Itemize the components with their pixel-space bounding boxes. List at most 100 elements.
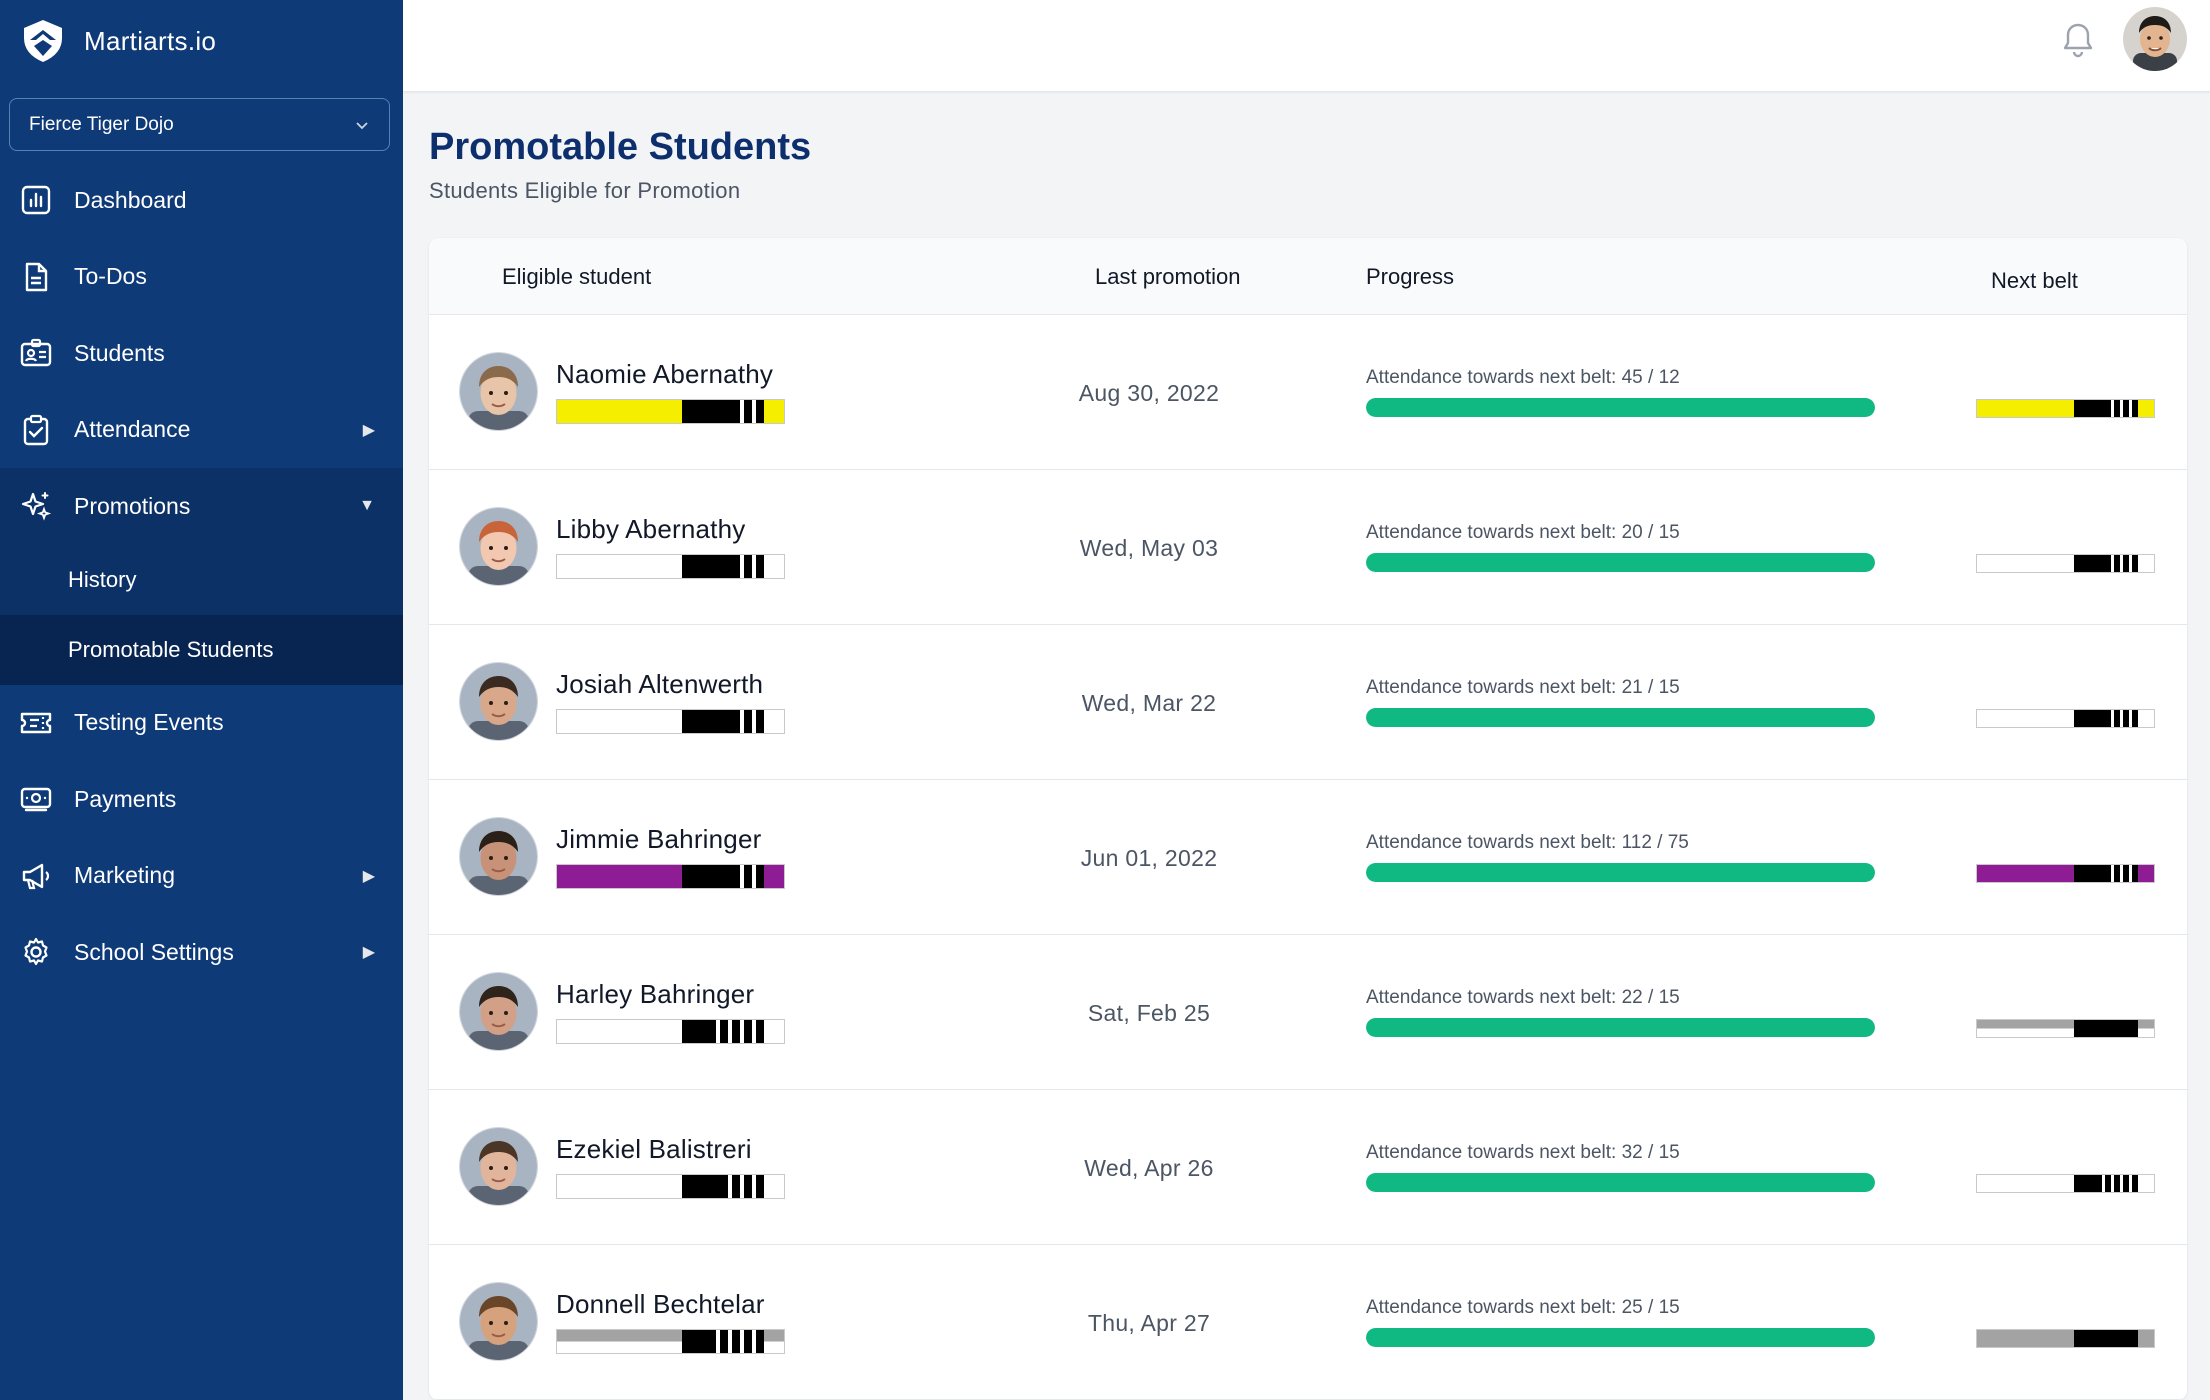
belt-tip-bar: [682, 400, 764, 423]
progress-bar-fill: [1366, 863, 1875, 882]
student-avatar[interactable]: [460, 353, 537, 430]
cash-icon: [19, 782, 53, 816]
progress-bar: [1366, 863, 1875, 882]
sidebar-item-payments[interactable]: Payments: [0, 761, 403, 838]
progress-bar-fill: [1366, 1173, 1875, 1192]
current-belt: [556, 709, 785, 734]
next-belt: [1976, 864, 2155, 883]
sidebar-subitem-history[interactable]: History: [0, 544, 403, 615]
student-name[interactable]: Naomie Abernathy: [556, 359, 774, 389]
progress-bar-fill: [1366, 1328, 1875, 1347]
belt-tip-bar: [2074, 1175, 2138, 1192]
student-avatar[interactable]: [460, 508, 537, 585]
sidebar-item-label: History: [68, 566, 137, 592]
student-avatar[interactable]: [460, 818, 537, 895]
student-name[interactable]: Donnell Bechtelar: [556, 1289, 765, 1319]
school-select[interactable]: Fierce Tiger Dojo: [9, 98, 390, 151]
expand-arrow-icon[interactable]: ▶: [362, 867, 375, 885]
collapse-arrow-icon[interactable]: ▼: [359, 497, 375, 515]
top-bar: [403, 0, 2210, 92]
progress-bar-fill: [1366, 1018, 1875, 1037]
student-photo-image: [460, 973, 537, 1050]
sidebar-item-label: Marketing: [74, 862, 175, 889]
belt-stripe: [740, 865, 744, 888]
belt-tip-bar: [682, 1330, 764, 1353]
table-row[interactable]: Ezekiel Balistreri Wed, Apr 26 Attendance …: [429, 1090, 2187, 1245]
expand-arrow-icon[interactable]: ▶: [362, 944, 375, 962]
students-table: Eligible student Last promotion Progress…: [429, 238, 2187, 1400]
header-next-belt[interactable]: Next belt: [1991, 268, 2078, 293]
sidebar-item-testing-events[interactable]: Testing Events: [0, 685, 403, 762]
progress-label: Attendance towards next belt: 20 / 15: [1366, 522, 1680, 543]
table-row[interactable]: Naomie Abernathy Aug 30, 2022 Attendance t…: [429, 315, 2187, 470]
logo-icon: [24, 20, 62, 62]
last-promotion-date: Jun 01, 2022: [1080, 845, 1218, 871]
sidebar-item-promotions[interactable]: Promotions ▼: [0, 468, 403, 545]
next-belt-graphic: [1976, 554, 2155, 573]
belt-stripe: [2120, 555, 2123, 572]
belt-stripe: [2111, 865, 2114, 882]
belt-tip-bar: [682, 1020, 764, 1043]
belt-stripe: [2111, 400, 2114, 417]
student-name[interactable]: Ezekiel Balistreri: [556, 1134, 752, 1164]
current-belt-graphic: [556, 709, 785, 734]
current-belt-graphic: [556, 1329, 785, 1354]
belt-stripe: [2129, 1175, 2132, 1192]
table-row[interactable]: Libby Abernathy Wed, May 03 Attendance tow…: [429, 470, 2187, 625]
last-promotion-date: Aug 30, 2022: [1078, 380, 1220, 406]
belt-stripe: [740, 400, 744, 423]
user-avatar[interactable]: [2123, 7, 2187, 71]
student-avatar[interactable]: [460, 1128, 537, 1205]
sidebar-item-marketing[interactable]: Marketing ▶: [0, 838, 403, 915]
next-belt-graphic: [1976, 399, 2155, 418]
belt-stripe: [752, 1330, 756, 1353]
last-promotion-date: Wed, May 03: [1079, 535, 1219, 561]
sidebar-item-school-settings[interactable]: School Settings ▶: [0, 914, 403, 991]
header-last-promotion[interactable]: Last promotion: [1095, 264, 1241, 289]
student-name[interactable]: Jimmie Bahringer: [556, 824, 762, 854]
student-name[interactable]: Harley Bahringer: [556, 979, 755, 1009]
belt-stripe: [740, 555, 744, 578]
progress-bar-fill: [1366, 398, 1875, 417]
next-belt: [1976, 1174, 2155, 1193]
sidebar-item-todos[interactable]: To-Dos: [0, 239, 403, 316]
id-card-icon: [19, 336, 53, 370]
sidebar-item-attendance[interactable]: Attendance ▶: [0, 392, 403, 469]
student-name[interactable]: Josiah Altenwerth: [556, 669, 764, 699]
student-avatar[interactable]: [460, 663, 537, 740]
header-eligible-student[interactable]: Eligible student: [502, 264, 652, 289]
header-progress[interactable]: Progress: [1366, 264, 1455, 289]
expand-arrow-icon[interactable]: ▶: [362, 421, 375, 439]
student-avatar[interactable]: [460, 1283, 537, 1360]
belt-stripe: [2120, 865, 2123, 882]
belt-stripe: [728, 1175, 732, 1198]
belt-stripe: [752, 865, 756, 888]
current-belt-graphic: [556, 864, 785, 889]
sidebar-item-label: Testing Events: [74, 709, 224, 736]
belt-stripe: [752, 400, 756, 423]
next-belt: [1976, 399, 2155, 418]
table-row[interactable]: Josiah Altenwerth Wed, Mar 22 Attendance t…: [429, 625, 2187, 780]
sparkles-icon: [19, 489, 53, 523]
belt-tip-bar: [682, 710, 764, 733]
belt-stripe: [2111, 710, 2114, 727]
sidebar-item-dashboard[interactable]: Dashboard: [0, 162, 403, 239]
progress-bar: [1366, 1328, 1875, 1347]
belt-stripe: [740, 710, 744, 733]
sidebar-item-students[interactable]: Students: [0, 315, 403, 392]
sidebar-item-label: Payments: [74, 785, 177, 812]
brand[interactable]: Martiarts.io: [22, 18, 216, 64]
student-avatar[interactable]: [460, 973, 537, 1050]
table-header: Eligible student Last promotion Progress…: [429, 238, 2187, 315]
table-row[interactable]: Donnell Bechtelar Thu, Apr 27 Attendance t…: [429, 1245, 2187, 1400]
belt-stripe: [752, 1020, 756, 1043]
sidebar-subitem-promotable-students[interactable]: Promotable Students: [0, 614, 403, 685]
belt-tip-bar: [2074, 1020, 2138, 1037]
table-row[interactable]: Jimmie Bahringer Jun 01, 2022 Attendance t…: [429, 780, 2187, 935]
page-title: Promotable Students: [429, 126, 812, 168]
table-row[interactable]: Harley Bahringer Sat, Feb 25 Attendance to…: [429, 935, 2187, 1090]
belt-stripe: [2111, 555, 2114, 572]
student-name[interactable]: Libby Abernathy: [556, 514, 746, 544]
bell-icon[interactable]: [2061, 20, 2095, 60]
progress-label: Attendance towards next belt: 45 / 12: [1366, 367, 1680, 388]
